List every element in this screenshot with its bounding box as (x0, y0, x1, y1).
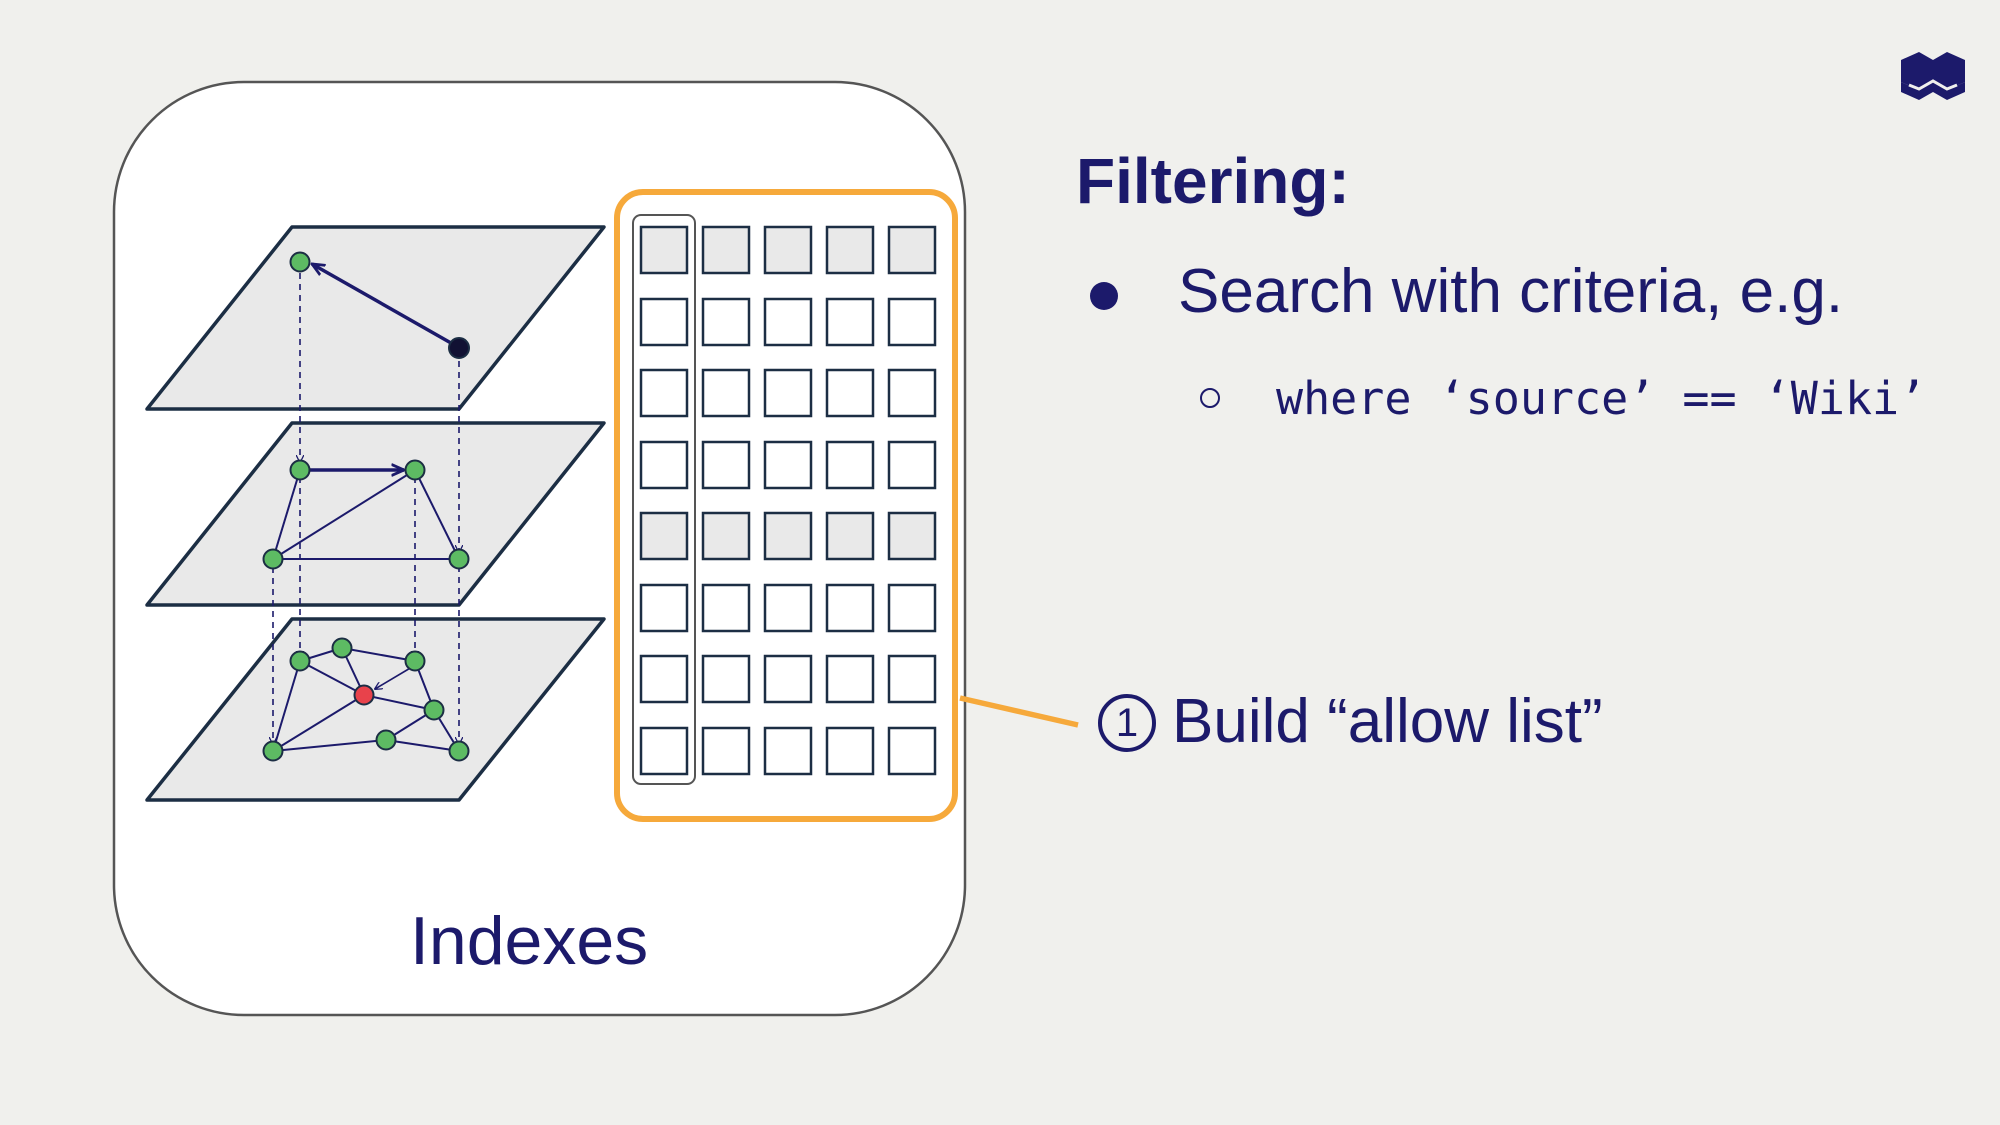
weaviate-logo-icon (1901, 52, 1965, 100)
grid-cell (639, 368, 689, 418)
node (448, 548, 470, 570)
grid-cell (701, 511, 751, 561)
node (404, 650, 426, 672)
node (262, 548, 284, 570)
layer-bottom (145, 617, 606, 802)
id-column-outline (632, 214, 696, 785)
query-point (448, 337, 470, 359)
grid-cell (887, 225, 937, 275)
grid-cell (701, 297, 751, 347)
grid-cell (887, 440, 937, 490)
grid-cell (763, 583, 813, 633)
callout-text: Build “allow list” (1172, 687, 1603, 756)
grid-cell (825, 440, 875, 490)
middle-edges (272, 469, 460, 560)
allow-list-highlight (614, 189, 958, 822)
grid-cell (701, 583, 751, 633)
bottom-traversal-arrow (375, 666, 413, 689)
grid-cell (701, 225, 751, 275)
grid-cell (639, 726, 689, 776)
entry-node (289, 251, 311, 273)
grid-cell (639, 225, 689, 275)
grid-cell (825, 654, 875, 704)
grid-cell (763, 440, 813, 490)
node (423, 699, 445, 721)
node (448, 740, 470, 762)
grid-cell (763, 726, 813, 776)
layer-links (273, 262, 459, 744)
node (262, 740, 284, 762)
grid-cell (639, 654, 689, 704)
result-node (353, 684, 375, 706)
node (289, 650, 311, 672)
grid-cell (639, 440, 689, 490)
grid-cell (887, 583, 937, 633)
grid-cell (887, 654, 937, 704)
grid-cell (887, 511, 937, 561)
step-number-badge: 1 (1098, 694, 1156, 752)
grid-cell (887, 297, 937, 347)
node (404, 459, 426, 481)
bullet-text: Search with criteria, e.g. (1178, 257, 1844, 326)
grid-cell (825, 511, 875, 561)
node (375, 729, 397, 751)
node (289, 459, 311, 481)
graph-nodes (262, 251, 470, 762)
grid-cell (763, 511, 813, 561)
callout-step: 1 Build “allow list” (1098, 686, 1603, 757)
grid-cell (763, 368, 813, 418)
slide-title: Filtering: (1076, 145, 1350, 217)
top-traversal-arrow (312, 264, 459, 349)
grid-cell (701, 368, 751, 418)
grid-cell (825, 368, 875, 418)
grid-cell (763, 654, 813, 704)
grid-cell (639, 583, 689, 633)
filter-example-code: where ‘source’ == ‘Wiki’ (1276, 372, 1927, 425)
grid-cell (763, 225, 813, 275)
grid-cell (639, 297, 689, 347)
grid-cell (825, 225, 875, 275)
grid-cell (887, 368, 937, 418)
grid-cell (763, 297, 813, 347)
grid-cell (825, 583, 875, 633)
grid-cell (701, 440, 751, 490)
grid-cell (887, 726, 937, 776)
node (331, 637, 353, 659)
callout-connector (959, 695, 1079, 728)
grid-cell (701, 654, 751, 704)
grid-cell (639, 511, 689, 561)
grid-cell (825, 297, 875, 347)
hollow-circle-bullet-icon (1200, 388, 1220, 408)
grid-cell (701, 726, 751, 776)
filled-circle-bullet-icon (1090, 282, 1118, 310)
object-store-grid (639, 225, 937, 776)
grid-cell (825, 726, 875, 776)
indexes-label: Indexes (410, 903, 649, 979)
